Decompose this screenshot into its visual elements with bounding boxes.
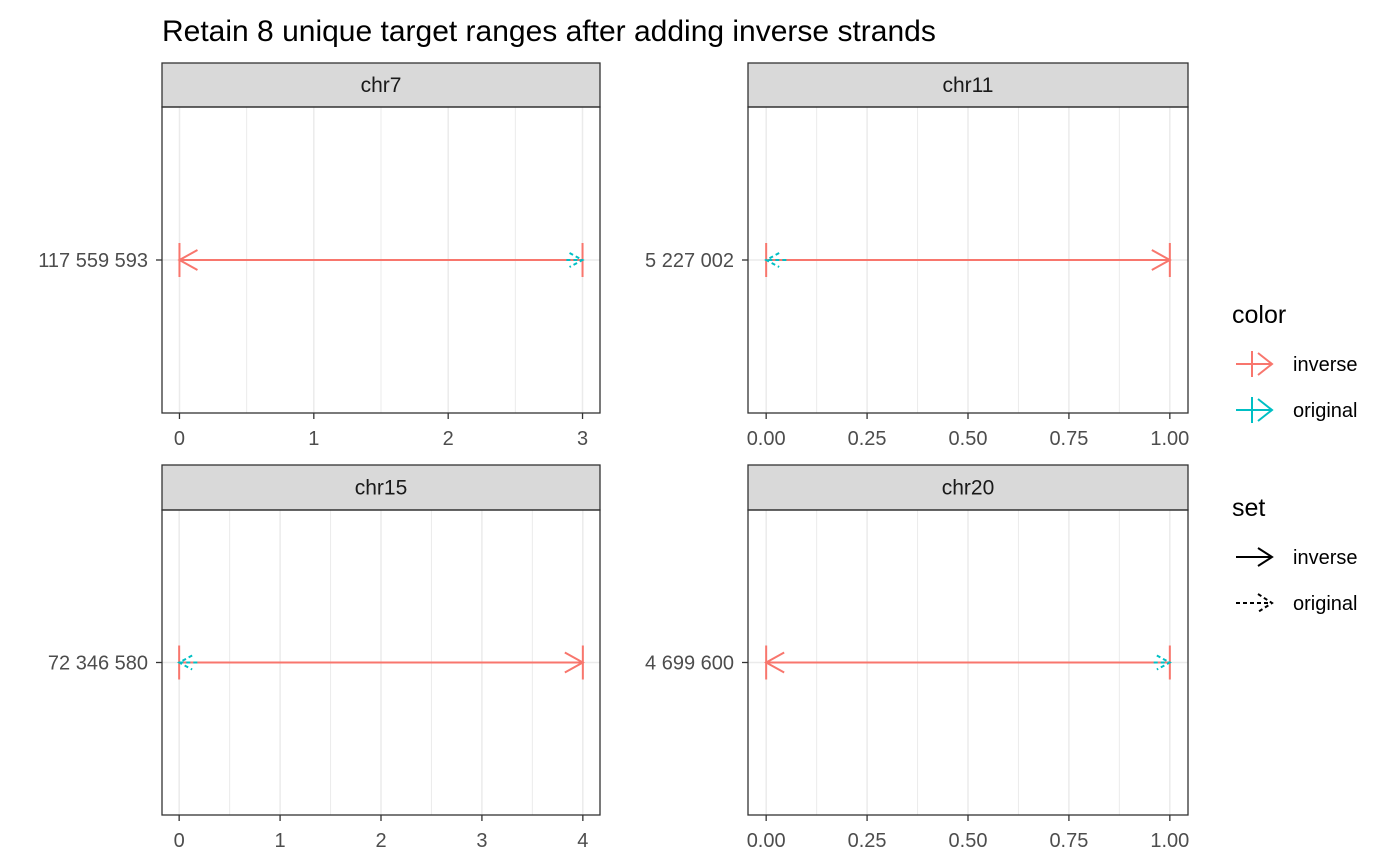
arrowhead-original bbox=[764, 252, 780, 268]
legend-label-color: original bbox=[1293, 400, 1357, 422]
facet-chr11: chr11 0.00 0.25 0.50 0.75 1.00 5 227 002 bbox=[645, 62, 1189, 450]
legend-key-color-original bbox=[1236, 397, 1274, 423]
legend-key-arrowhead bbox=[1257, 593, 1274, 613]
legend-label-set: original bbox=[1293, 593, 1357, 615]
facet-strip bbox=[747, 464, 1189, 511]
facet-panels: chr7 0 1 2 3 117 559 593 chr11 0.00 0.25 0.50 0.75… bbox=[38, 62, 1189, 852]
x-tick-label: 0.75 bbox=[1049, 428, 1088, 450]
y-tick-label: 117 559 593 bbox=[38, 250, 148, 272]
x-tick-label: 1.00 bbox=[1150, 428, 1189, 450]
y-tick-label: 5 227 002 bbox=[645, 250, 734, 272]
facet-strip-label: chr11 bbox=[943, 74, 994, 97]
legend-key-arrowhead bbox=[1257, 547, 1274, 567]
facet-strip bbox=[747, 62, 1189, 108]
arrowhead-original bbox=[569, 252, 585, 268]
legend-label-set: inverse bbox=[1293, 547, 1357, 569]
facet-strip-label: chr15 bbox=[355, 477, 408, 500]
facet-strip-label: chr20 bbox=[942, 477, 995, 500]
x-tick-label: 0.00 bbox=[747, 830, 786, 852]
x-tick-label: 4 bbox=[577, 830, 588, 852]
arrowhead-original bbox=[1156, 654, 1172, 671]
x-tick-label: 0.50 bbox=[949, 428, 988, 450]
x-tick-label: 1 bbox=[308, 428, 319, 450]
x-tick-label: 0.25 bbox=[848, 830, 887, 852]
legend: color inverse original set inverse original bbox=[1232, 301, 1357, 615]
legend-key-arrowhead bbox=[1257, 352, 1274, 376]
facet-chr15: chr15 0 1 2 3 4 72 346 580 bbox=[48, 464, 601, 852]
x-tick-label: 2 bbox=[443, 428, 454, 450]
legend-key-set-original bbox=[1236, 593, 1274, 613]
legend-key-color-inverse bbox=[1236, 351, 1274, 377]
x-tick-label: 0.75 bbox=[1049, 830, 1088, 852]
facet-chr20: chr20 0.00 0.25 0.50 0.75 1.00 4 699 600 bbox=[645, 464, 1189, 852]
arrowhead-original bbox=[177, 654, 193, 671]
x-tick-label: 0 bbox=[174, 830, 185, 852]
x-tick-label: 3 bbox=[577, 428, 588, 450]
x-tick-label: 0.00 bbox=[747, 428, 786, 450]
facet-strip-label: chr7 bbox=[361, 74, 402, 97]
facet-chr7: chr7 0 1 2 3 117 559 593 bbox=[38, 62, 601, 450]
legend-key-set-inverse bbox=[1236, 547, 1274, 567]
x-tick-label: 3 bbox=[476, 830, 487, 852]
x-tick-label: 1.00 bbox=[1150, 830, 1189, 852]
facet-strip bbox=[161, 62, 601, 108]
x-tick-label: 0.50 bbox=[949, 830, 988, 852]
legend-label-color: inverse bbox=[1293, 354, 1357, 376]
x-tick-label: 0 bbox=[174, 428, 185, 450]
x-tick-label: 0.25 bbox=[848, 428, 887, 450]
y-tick-label: 4 699 600 bbox=[645, 653, 734, 675]
legend-key-arrowhead bbox=[1257, 398, 1274, 422]
legend-title-set: set bbox=[1232, 494, 1265, 522]
x-tick-label: 2 bbox=[375, 830, 386, 852]
chart-title: Retain 8 unique target ranges after addi… bbox=[162, 15, 936, 48]
x-tick-label: 1 bbox=[275, 830, 286, 852]
y-tick-label: 72 346 580 bbox=[48, 653, 148, 675]
legend-title-color: color bbox=[1232, 301, 1286, 329]
